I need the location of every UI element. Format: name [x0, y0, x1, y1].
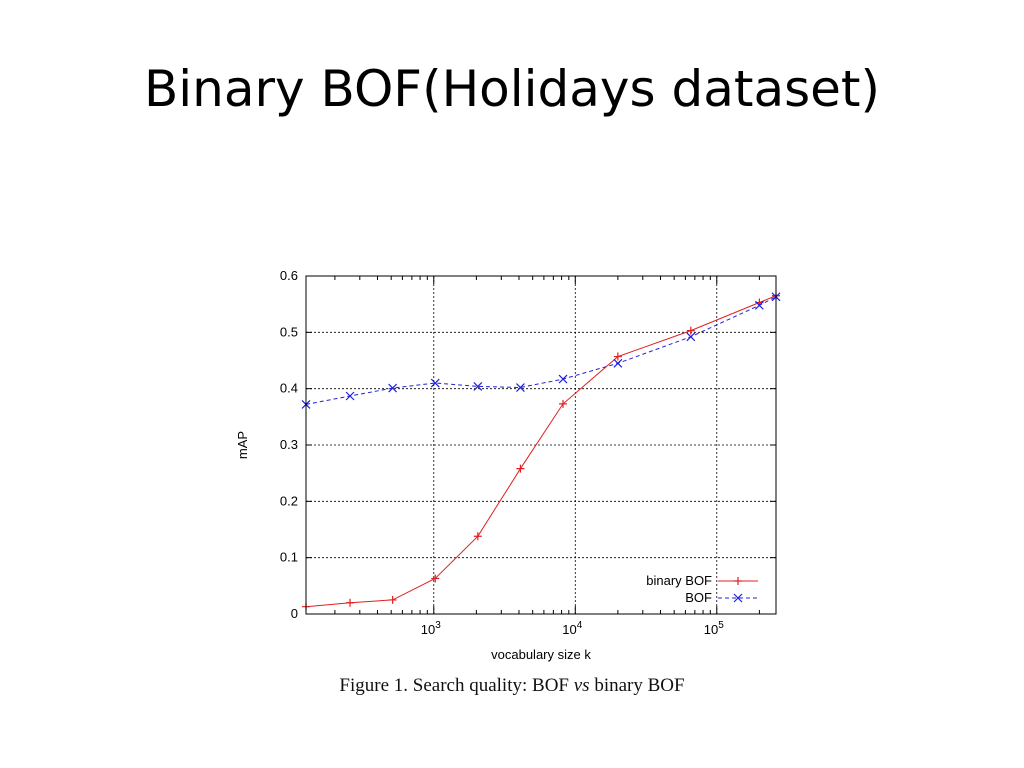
series-line-bof	[305, 296, 777, 405]
plot-frame	[305, 275, 777, 615]
data-point-bof	[388, 383, 398, 393]
data-point-bof	[558, 374, 568, 384]
data-point-binary-bof	[559, 399, 568, 408]
data-point-bof	[345, 391, 355, 401]
data-point-binary-bof	[686, 326, 695, 335]
data-point-bof	[613, 358, 623, 368]
x-tick-base: 10	[704, 622, 718, 637]
x-axis-title: vocabulary size k	[491, 647, 591, 662]
figure-caption: Figure 1. Search quality: BOF vs binary …	[0, 675, 1024, 697]
x-tick-exponent: 3	[435, 620, 441, 631]
legend-marker	[734, 577, 742, 585]
series-layer	[301, 291, 781, 611]
caption-italic: vs	[573, 675, 590, 696]
x-tick-base: 10	[562, 622, 576, 637]
slide-title: Binary BOF(Holidays dataset)	[143, 60, 881, 118]
data-point-binary-bof	[388, 595, 397, 604]
legend-label: binary BOF	[646, 573, 712, 588]
data-point-bof	[430, 378, 440, 388]
x-tick-exponent: 5	[718, 620, 724, 631]
x-tick-label: 105	[704, 620, 724, 637]
legend: binary BOF BOF	[646, 573, 758, 605]
data-point-binary-bof	[516, 464, 525, 473]
series-line-binary-bof	[305, 295, 777, 608]
x-tick-label: 104	[562, 620, 582, 637]
y-axis-title: mAP	[235, 431, 250, 459]
y-tick-label: 0.3	[280, 437, 298, 452]
y-tick-label: 0.5	[280, 324, 298, 339]
data-point-bof	[754, 300, 764, 310]
caption-suffix: binary BOF	[589, 675, 685, 696]
x-tick-exponent: 4	[577, 620, 583, 631]
data-point-binary-bof	[613, 352, 622, 361]
x-tick-base: 10	[421, 622, 435, 637]
legend-label: BOF	[685, 590, 712, 605]
data-point-bof	[473, 381, 483, 391]
data-point-binary-bof	[473, 532, 482, 541]
x-tick-label: 103	[421, 620, 441, 637]
y-tick-label: 0.4	[280, 381, 298, 396]
data-point-binary-bof	[431, 574, 440, 583]
y-tick-label: 0.6	[280, 268, 298, 283]
legend-marker	[733, 593, 743, 603]
data-point-bof	[686, 332, 696, 342]
data-point-binary-bof	[346, 598, 355, 607]
data-point-bof	[516, 383, 525, 392]
grid-lines	[306, 276, 776, 614]
caption-prefix: Figure 1. Search quality: BOF	[339, 675, 574, 696]
y-tick-label: 0.2	[280, 493, 298, 508]
y-tick-label: 0	[291, 606, 298, 621]
y-tick-label: 0.1	[280, 550, 298, 565]
